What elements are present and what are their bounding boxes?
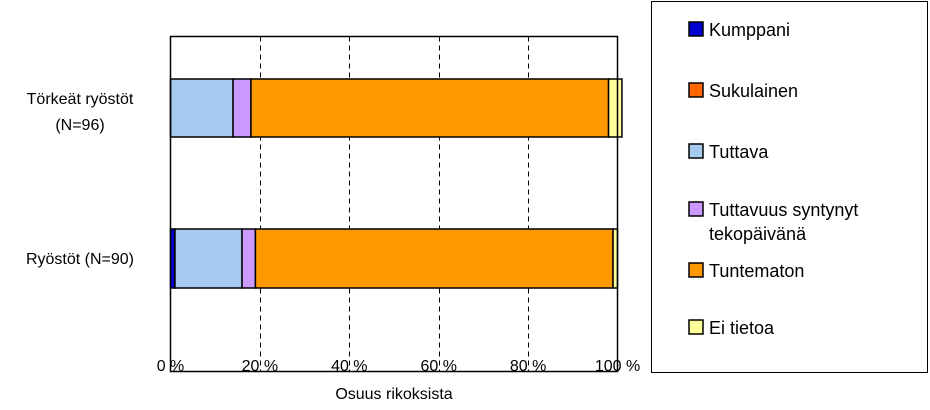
x-axis-title: Osuus rikoksista	[335, 386, 452, 403]
legend-swatch	[688, 21, 704, 37]
plot-frame	[169, 35, 619, 373]
bars	[169, 78, 623, 289]
x-tick-label: 0 %	[157, 358, 185, 375]
x-tick-label: 80 %	[510, 358, 546, 375]
bar-segment	[254, 228, 614, 289]
bar-segment	[241, 228, 257, 289]
legend-swatch	[688, 262, 704, 278]
bar-segment	[232, 78, 252, 138]
category-label: Ryöstöt (N=90)	[26, 251, 134, 268]
legend-label: Tuttavuus syntynyt	[709, 200, 858, 220]
bar-segment	[169, 78, 234, 138]
legend-swatch	[688, 201, 704, 217]
category-label: Törkeät ryöstöt	[27, 91, 134, 108]
legend-swatch	[688, 143, 704, 159]
x-tick-label: 40 %	[331, 358, 367, 375]
legend: Kumppani Sukulainen Tuttava Tuttavuus synty…	[651, 1, 928, 373]
category-label: (N=96)	[55, 117, 104, 134]
legend-label: tekopäivänä	[709, 224, 807, 244]
bar-segment	[607, 78, 623, 138]
x-tick-label: 100 %	[595, 358, 640, 375]
legend-label: Kumppani	[709, 20, 790, 40]
category-labels: Törkeät ryöstöt (N=96) Ryöstöt (N=90)	[26, 91, 134, 268]
x-tick-label: 60 %	[420, 358, 456, 375]
legend-label: Tuttava	[709, 142, 769, 162]
legend-label: Ei tietoa	[709, 318, 775, 338]
bar-segment	[250, 78, 610, 138]
bar-segment	[174, 228, 243, 289]
legend-label: Sukulainen	[709, 81, 798, 101]
legend-label: Tuntematon	[709, 261, 804, 281]
legend-swatch	[688, 82, 704, 98]
legend-swatch	[688, 319, 704, 335]
x-tick-label: 20 %	[242, 358, 278, 375]
legend-box	[651, 1, 928, 373]
x-tick-labels: 0 % 20 % 40 % 60 % 80 % 100 %	[157, 358, 640, 375]
